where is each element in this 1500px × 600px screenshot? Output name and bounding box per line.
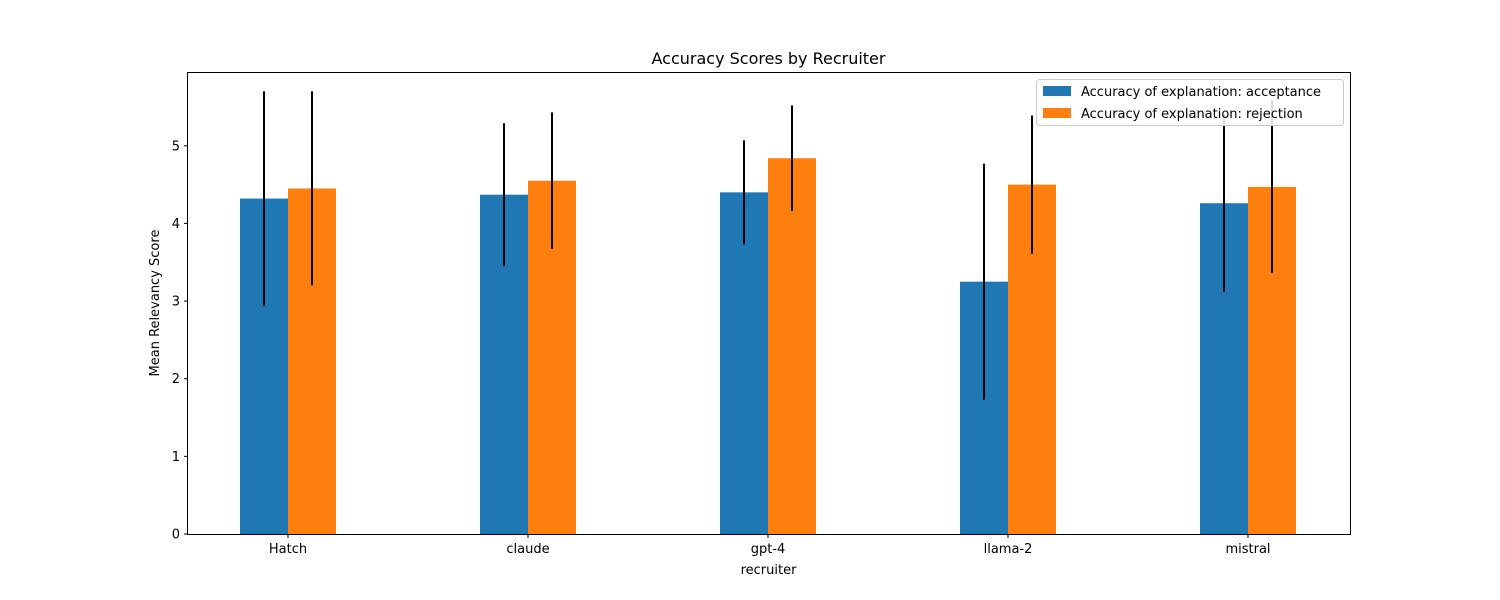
y-axis-label: Mean Relevancy Score: [148, 230, 163, 377]
bar-1-2: [768, 158, 816, 534]
y-tick-label: 4: [172, 217, 180, 232]
x-tick-label: Hatch: [269, 542, 307, 557]
bars-group: [240, 158, 1296, 535]
y-axis: 0 1 2 3 4 5: [172, 139, 188, 543]
x-tick-label: gpt-4: [751, 542, 786, 557]
legend-swatch-1: [1043, 108, 1071, 118]
x-tick-label: llama-2: [984, 542, 1033, 557]
error-bars-group: [263, 91, 1273, 400]
x-axis-label: recruiter: [741, 563, 797, 578]
plot-frame: [187, 72, 1351, 535]
chart-title: Accuracy Scores by Recruiter: [652, 49, 886, 68]
x-tick-label: claude: [506, 542, 549, 557]
legend: Accuracy of explanation: acceptance Accur…: [1036, 79, 1344, 126]
x-tick-label: mistral: [1225, 542, 1270, 557]
y-tick-label: 3: [172, 295, 180, 310]
bar-0-2: [720, 192, 768, 534]
legend-box: [1036, 79, 1344, 126]
legend-label-1: Accuracy of explanation: rejection: [1081, 107, 1303, 122]
legend-swatch-0: [1043, 86, 1071, 96]
y-tick-label: 0: [172, 528, 180, 543]
y-tick-label: 1: [172, 450, 180, 465]
y-tick-label: 5: [172, 139, 180, 154]
legend-label-0: Accuracy of explanation: acceptance: [1081, 85, 1321, 100]
x-axis: Hatch claude gpt-4 llama-2 mistral: [269, 534, 1271, 557]
y-tick-label: 2: [172, 372, 180, 387]
